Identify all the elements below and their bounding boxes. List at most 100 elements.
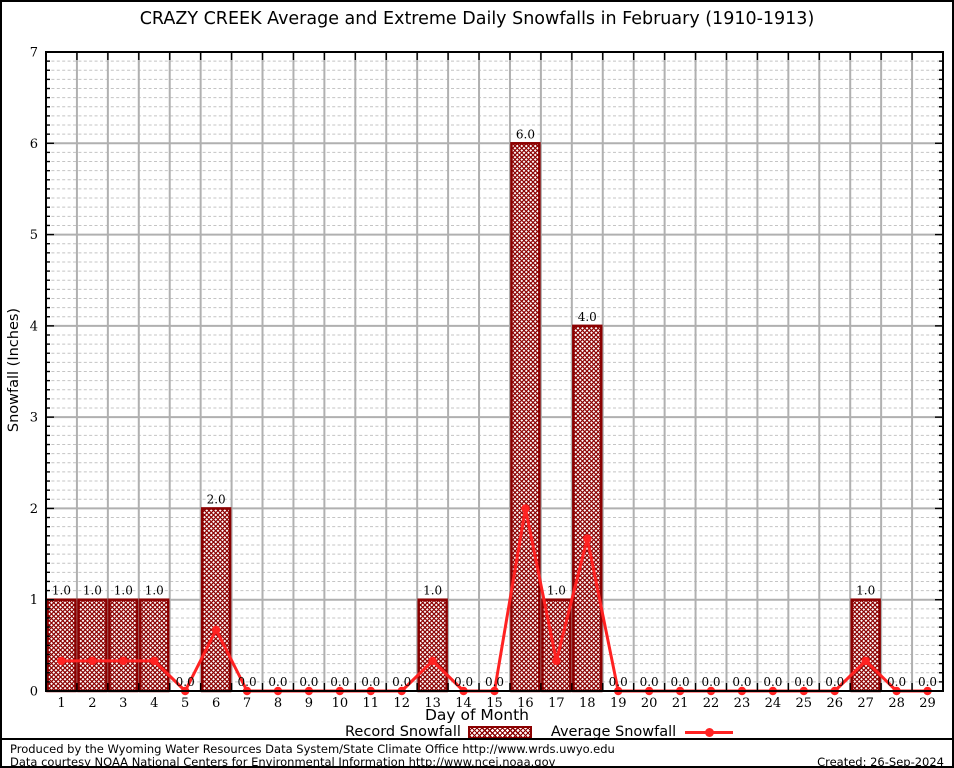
value-label-day-6: 2.0 bbox=[207, 492, 226, 506]
x-tick-1: 1 bbox=[57, 696, 65, 711]
value-label-day-25: 0.0 bbox=[794, 675, 813, 689]
value-label-day-23: 0.0 bbox=[732, 675, 751, 689]
y-tick-3: 3 bbox=[30, 411, 38, 426]
footer-produced-by: Produced by the Wyoming Water Resources … bbox=[10, 742, 615, 756]
value-label-day-11: 0.0 bbox=[361, 675, 380, 689]
y-tick-1: 1 bbox=[30, 593, 38, 608]
marker-day-17 bbox=[552, 656, 561, 666]
value-label-day-28: 0.0 bbox=[887, 675, 906, 689]
value-label-day-4: 1.0 bbox=[145, 584, 164, 598]
x-tick-10: 10 bbox=[332, 696, 349, 711]
x-tick-9: 9 bbox=[305, 696, 313, 711]
x-tick-4: 4 bbox=[150, 696, 158, 711]
value-label-day-9: 0.0 bbox=[299, 675, 318, 689]
x-tick-27: 27 bbox=[857, 696, 874, 711]
record-snowfall-swatch-icon bbox=[467, 725, 532, 739]
y-tick-2: 2 bbox=[30, 502, 38, 517]
x-tick-2: 2 bbox=[88, 696, 96, 711]
marker-day-4 bbox=[150, 656, 159, 666]
bar-value-labels: 1.0 1.0 1.0 1.0 0.0 2.0 0.0 0.0 0.0 0.0 0.0 0.0 1.0 0… bbox=[52, 127, 937, 689]
legend: Record Snowfall Average Snowfall bbox=[345, 724, 734, 740]
value-label-day-13: 1.0 bbox=[423, 584, 442, 598]
value-label-day-7: 0.0 bbox=[238, 675, 257, 689]
value-label-day-5: 0.0 bbox=[176, 675, 195, 689]
footer: Produced by the Wyoming Water Resources … bbox=[2, 738, 952, 766]
x-tick-21: 21 bbox=[672, 696, 689, 711]
y-tick-6: 6 bbox=[30, 137, 38, 152]
x-tick-26: 26 bbox=[826, 696, 843, 711]
bar-day-4 bbox=[139, 598, 170, 693]
marker-day-2 bbox=[88, 656, 97, 666]
value-label-day-19: 0.0 bbox=[609, 675, 628, 689]
x-tick-11: 11 bbox=[363, 696, 380, 711]
x-tick-labels: 1 2 3 4 5 6 7 8 9 10 11 12 13 14 15 16 17 18 19 20 21 22 23 24 2… bbox=[57, 696, 935, 711]
x-tick-3: 3 bbox=[119, 696, 127, 711]
bar-day-13 bbox=[417, 598, 448, 693]
bar-day-18 bbox=[572, 324, 603, 693]
x-axis-label: Day of Month bbox=[425, 706, 529, 724]
x-tick-7: 7 bbox=[243, 696, 251, 711]
value-label-day-15: 0.0 bbox=[485, 675, 504, 689]
value-label-day-16: 6.0 bbox=[516, 127, 535, 141]
x-tick-5: 5 bbox=[181, 696, 189, 711]
y-tick-5: 5 bbox=[30, 228, 38, 243]
x-tick-18: 18 bbox=[579, 696, 596, 711]
value-label-day-24: 0.0 bbox=[763, 675, 782, 689]
x-tick-8: 8 bbox=[274, 696, 282, 711]
gridlines bbox=[46, 52, 943, 691]
marker-day-27 bbox=[861, 656, 870, 666]
y-tick-7: 7 bbox=[30, 46, 38, 61]
x-tick-12: 12 bbox=[393, 696, 410, 711]
marker-day-3 bbox=[119, 656, 128, 666]
marker-day-13 bbox=[428, 656, 437, 666]
x-tick-22: 22 bbox=[703, 696, 720, 711]
chart-title: CRAZY CREEK Average and Extreme Daily Sn… bbox=[139, 9, 815, 29]
value-label-day-14: 0.0 bbox=[454, 675, 473, 689]
value-label-day-26: 0.0 bbox=[825, 675, 844, 689]
value-label-day-22: 0.0 bbox=[701, 675, 720, 689]
x-tick-20: 20 bbox=[641, 696, 658, 711]
value-label-day-1: 1.0 bbox=[52, 584, 71, 598]
value-label-day-2: 1.0 bbox=[83, 584, 102, 598]
x-tick-13: 13 bbox=[424, 696, 441, 711]
value-label-day-17: 1.0 bbox=[547, 584, 566, 598]
marker-day-6 bbox=[211, 625, 221, 635]
bar-day-6 bbox=[200, 507, 232, 693]
x-tick-17: 17 bbox=[548, 696, 565, 711]
value-label-day-27: 1.0 bbox=[856, 584, 875, 598]
marker-day-18 bbox=[583, 534, 592, 543]
plot-area: 1.0 1.0 1.0 1.0 0.0 2.0 0.0 0.0 0.0 0.0 0.0 0.0 1.0 0… bbox=[30, 46, 944, 711]
y-tick-0: 0 bbox=[30, 685, 38, 700]
value-label-day-3: 1.0 bbox=[114, 584, 133, 598]
footer-created-date: Created: 26-Sep-2024 bbox=[817, 755, 944, 768]
y-tick-labels: 0 1 2 3 4 5 6 7 bbox=[30, 46, 38, 700]
value-label-day-8: 0.0 bbox=[268, 675, 287, 689]
average-snowfall-markers bbox=[57, 504, 932, 696]
bar-day-16 bbox=[510, 142, 541, 693]
x-tick-25: 25 bbox=[796, 696, 813, 711]
x-tick-28: 28 bbox=[888, 696, 905, 711]
x-tick-14: 14 bbox=[455, 696, 472, 711]
x-tick-24: 24 bbox=[765, 696, 782, 711]
legend-average-label: Average Snowfall bbox=[550, 724, 677, 740]
y-tick-4: 4 bbox=[30, 319, 38, 334]
legend-record-label: Record Snowfall bbox=[345, 724, 461, 740]
bar-day-2 bbox=[77, 598, 108, 693]
footer-data-courtesy: Data courtesy NOAA National Centers for … bbox=[10, 755, 556, 768]
value-label-day-29: 0.0 bbox=[918, 675, 937, 689]
value-label-day-18: 4.0 bbox=[578, 310, 597, 324]
x-tick-16: 16 bbox=[517, 696, 534, 711]
record-snowfall-bars bbox=[46, 142, 881, 693]
value-label-day-21: 0.0 bbox=[671, 675, 690, 689]
average-snowfall-line-icon bbox=[685, 727, 734, 737]
value-label-day-10: 0.0 bbox=[330, 675, 349, 689]
value-label-day-12: 0.0 bbox=[392, 675, 411, 689]
x-tick-15: 15 bbox=[486, 696, 503, 711]
axis-ticks bbox=[45, 51, 944, 692]
bar-day-27 bbox=[850, 598, 881, 693]
bar-day-1 bbox=[46, 598, 77, 693]
x-tick-6: 6 bbox=[212, 696, 220, 711]
bar-day-3 bbox=[108, 598, 139, 693]
marker-day-16 bbox=[521, 504, 530, 513]
